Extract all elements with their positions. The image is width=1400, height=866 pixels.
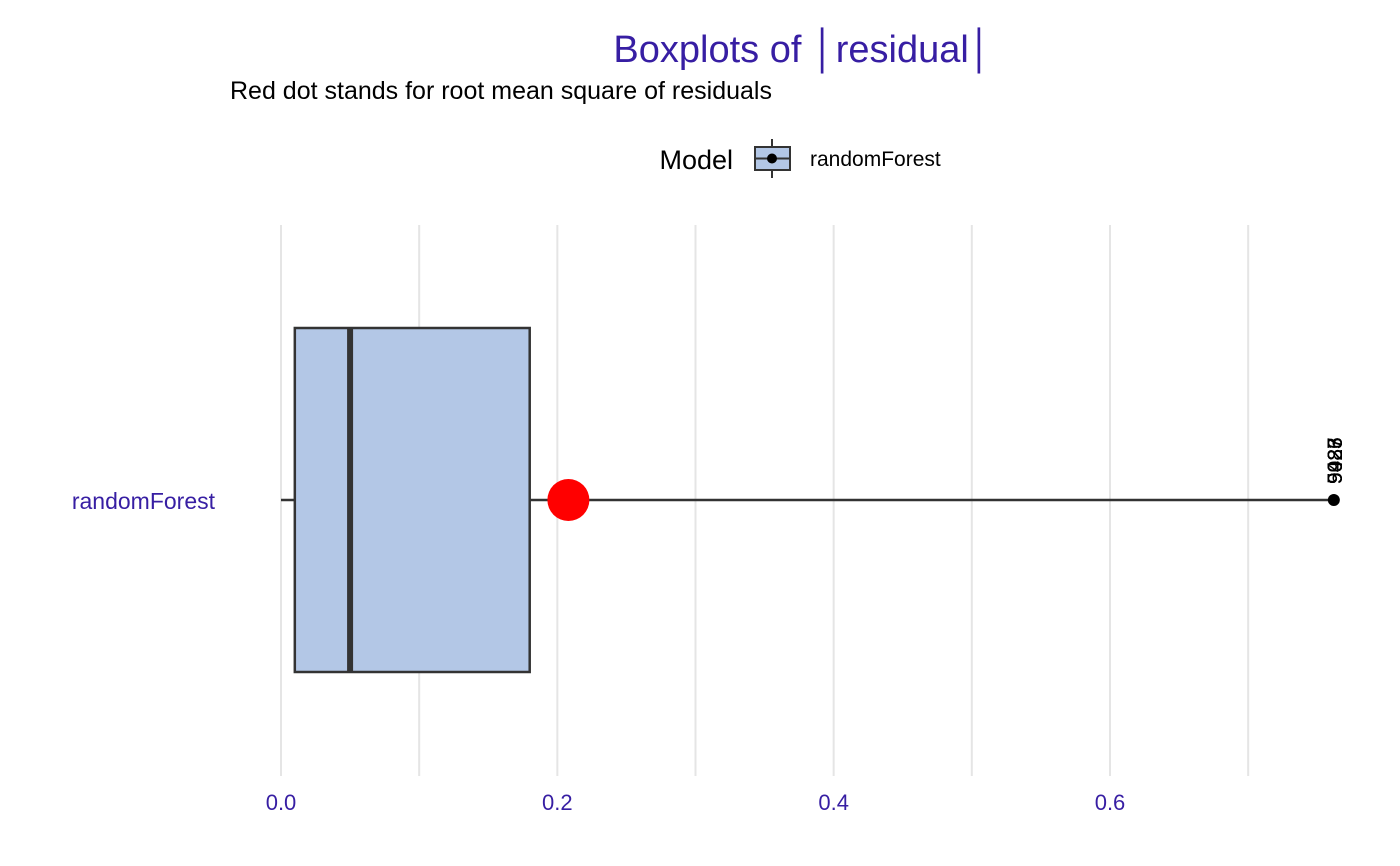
- outlier-label: 9426: [1324, 437, 1347, 484]
- y-category-label: randomForest: [72, 488, 216, 514]
- x-tick-label: 0.2: [542, 790, 573, 815]
- outlier-label: 9087: [1324, 437, 1347, 484]
- legend-title: Model: [659, 145, 733, 175]
- chart-title: Boxplots of │residual│: [613, 27, 992, 74]
- legend-label: randomForest: [810, 148, 941, 171]
- rmse-dot: [547, 479, 590, 521]
- x-tick-label: 0.4: [818, 790, 849, 815]
- box-iqr: [293, 326, 531, 674]
- chart-subtitle: Red dot stands for root mean square of r…: [230, 77, 772, 105]
- outlier-point: [1327, 494, 1340, 506]
- legend: Model randomForest: [659, 139, 941, 178]
- x-tick-label: 0.0: [266, 790, 297, 815]
- x-tick-label: 0.6: [1095, 790, 1126, 815]
- outlier-label: 9983: [1324, 437, 1347, 484]
- outlier-label: 5925: [1324, 437, 1347, 484]
- legend-key: [754, 139, 791, 178]
